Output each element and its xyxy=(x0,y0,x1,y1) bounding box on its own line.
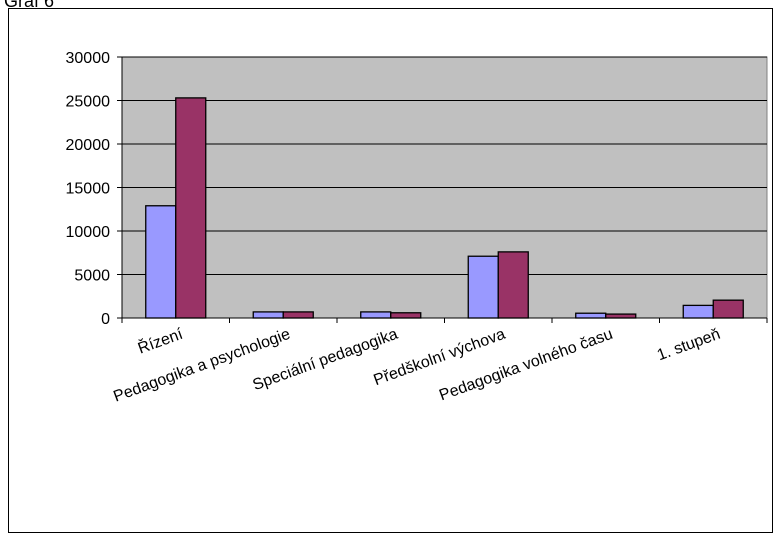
bar-series-2-6 xyxy=(712,299,744,319)
y-tick-label: 15000 xyxy=(66,181,111,198)
gridlines xyxy=(122,56,767,275)
bar-series-1-1 xyxy=(145,205,177,319)
y-tick-label: 20000 xyxy=(66,137,111,154)
page-heading: Graf 6 xyxy=(4,0,55,11)
bars xyxy=(145,97,744,319)
bar-series-1-3 xyxy=(360,311,392,319)
bar-series-1-2 xyxy=(252,311,284,319)
bar-chart: 050001000015000200002500030000ŘízeníPeda… xyxy=(66,50,768,406)
bar-series-1-5 xyxy=(575,312,607,319)
axes xyxy=(117,56,768,323)
y-tick-label: 5000 xyxy=(74,268,110,285)
x-category-label: Řízení xyxy=(135,324,185,358)
bar-series-1-4 xyxy=(467,255,499,319)
bar-series-2-3 xyxy=(390,312,422,319)
bar-series-2-5 xyxy=(605,313,637,319)
y-tick-label: 0 xyxy=(101,311,110,328)
x-category-label: Pedagogika a psychologie xyxy=(111,326,292,406)
y-tick-label: 10000 xyxy=(66,224,111,241)
x-category-label: 1. stupeň xyxy=(655,326,723,364)
y-tick-label: 25000 xyxy=(66,94,111,111)
bar-series-2-2 xyxy=(282,311,314,319)
bar-series-1-6 xyxy=(682,304,714,319)
bar-series-2-4 xyxy=(497,251,529,319)
x-category-label: Pedagogika volného času xyxy=(437,326,615,405)
bar-series-2-1 xyxy=(175,97,207,319)
y-tick-label: 30000 xyxy=(66,50,111,67)
